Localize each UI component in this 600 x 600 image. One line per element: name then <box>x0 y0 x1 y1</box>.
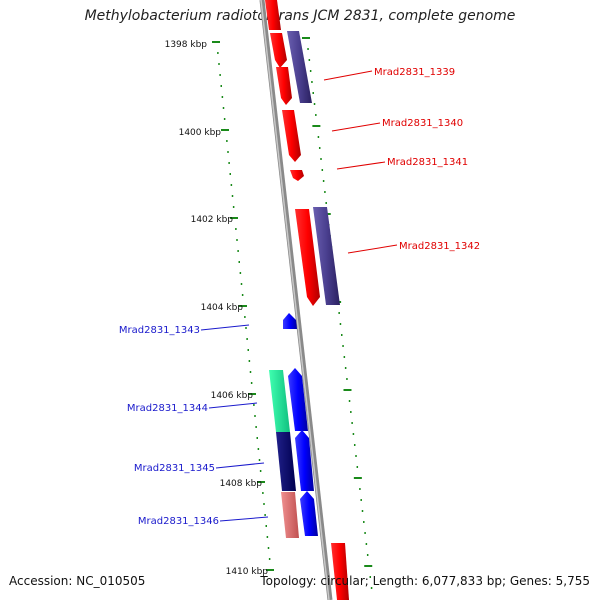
gene-feature[interactable] <box>300 491 318 536</box>
gene-label[interactable]: Mrad2831_1339 <box>374 67 455 78</box>
gene-feature[interactable] <box>290 170 304 181</box>
gene-feature[interactable] <box>281 492 299 538</box>
gene-feature[interactable] <box>269 370 290 432</box>
gene-label[interactable]: Mrad2831_1343 <box>119 325 200 336</box>
gene-label[interactable]: Mrad2831_1341 <box>387 157 468 168</box>
accession-text: Accession: NC_010505 <box>9 574 146 588</box>
ruler-label: 1410 kbp <box>226 567 269 577</box>
gene-label[interactable]: Mrad2831_1346 <box>138 516 219 527</box>
gene-feature[interactable] <box>295 430 314 491</box>
ruler-label: 1406 kbp <box>211 391 254 401</box>
gene-feature[interactable] <box>288 368 308 431</box>
ruler-label: 1400 kbp <box>179 128 222 138</box>
gene-feature[interactable] <box>282 110 301 162</box>
page-title: Methylobacterium radiotolerans JCM 2831,… <box>84 8 516 24</box>
ruler-label: 1408 kbp <box>220 479 263 489</box>
ruler-label: 1398 kbp <box>165 40 208 50</box>
gene-feature[interactable] <box>276 432 296 491</box>
gene-labels-reverse: Mrad2831_1343 Mrad2831_1344 Mrad2831_134… <box>119 324 269 527</box>
other-features <box>269 370 299 538</box>
gene-feature[interactable] <box>283 313 297 329</box>
ruler-ticks-left <box>212 41 274 571</box>
gene-feature[interactable] <box>295 209 320 306</box>
purple-features <box>287 31 340 305</box>
gene-feature[interactable] <box>313 207 340 305</box>
ruler-label: 1402 kbp <box>191 215 234 225</box>
gene-label[interactable]: Mrad2831_1342 <box>399 241 480 252</box>
genome-backbone <box>259 0 333 600</box>
ruler-label: 1404 kbp <box>201 303 244 313</box>
gene-label[interactable]: Mrad2831_1340 <box>382 118 463 129</box>
gene-label[interactable]: Mrad2831_1345 <box>134 463 215 474</box>
reverse-genes <box>283 313 318 536</box>
gene-feature[interactable] <box>276 67 292 105</box>
gene-feature[interactable] <box>331 543 349 600</box>
genome-summary-text: Topology: circular; Length: 6,077,833 bp… <box>260 574 590 588</box>
ruler-labels: 1398 kbp 1400 kbp 1402 kbp 1404 kbp 1406… <box>165 40 269 577</box>
gene-labels-forward: Mrad2831_1339 Mrad2831_1340 Mrad2831_134… <box>323 67 480 254</box>
gene-feature[interactable] <box>287 31 312 103</box>
gene-feature[interactable] <box>265 0 281 30</box>
gene-label[interactable]: Mrad2831_1344 <box>127 403 208 414</box>
forward-genes <box>265 0 349 600</box>
gene-feature[interactable] <box>270 33 287 68</box>
